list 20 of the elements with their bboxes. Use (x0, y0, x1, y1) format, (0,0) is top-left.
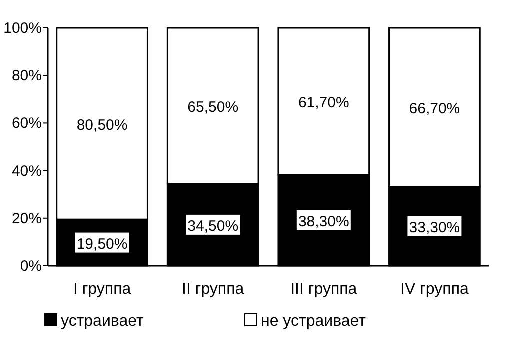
x-tick-label: IV группа (400, 281, 469, 298)
data-label: 80,50% (76, 116, 128, 134)
data-label: 65,50% (188, 98, 239, 116)
legend-label: устраивает (61, 313, 144, 330)
data-label: 33,30% (409, 219, 460, 236)
x-tick-label: I группа (73, 281, 132, 298)
data-label: 61,70% (298, 94, 350, 112)
y-tick-label: 60% (12, 115, 42, 132)
y-tick-label: 80% (12, 68, 42, 85)
x-tick-label: II группа (182, 281, 244, 298)
data-label: 19,50% (76, 236, 128, 253)
data-label: 66,70% (409, 100, 460, 118)
data-label: 38,30% (298, 213, 350, 230)
data-label: 34,50% (188, 218, 239, 235)
y-tick-label: 100% (4, 20, 42, 37)
x-tick-label: III группа (290, 281, 358, 298)
legend-label: не устраивает (261, 313, 367, 330)
y-tick-label: 40% (12, 162, 42, 180)
y-tick-label: 20% (12, 210, 42, 228)
y-tick-label: 0% (20, 258, 42, 275)
